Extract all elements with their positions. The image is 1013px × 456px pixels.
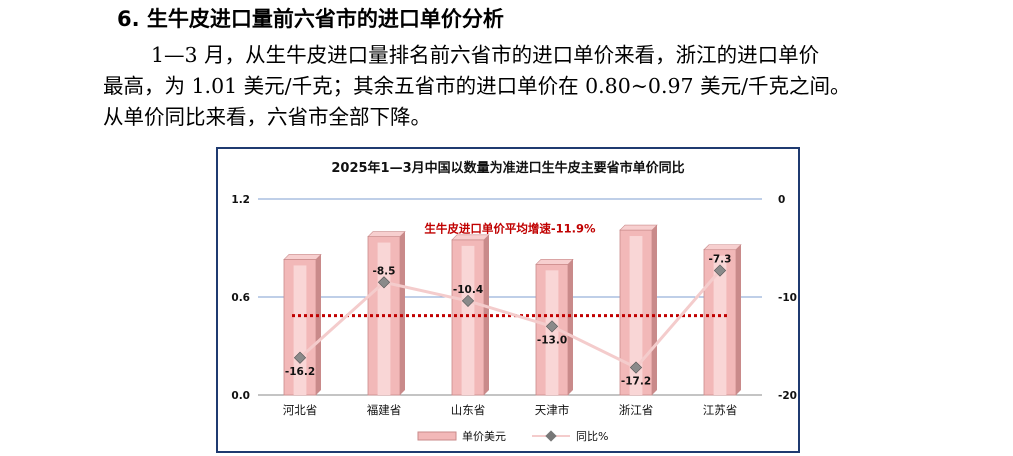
grid-layer — [258, 198, 762, 396]
bar-highlight — [461, 245, 475, 395]
yoy-data-label: -17.2 — [621, 376, 651, 388]
legend-line-label: 同比% — [576, 430, 608, 443]
paragraph-line: 最高，为 1.01 美元/千克；其余五省市的进口单价在 0.80~0.97 美元… — [103, 74, 851, 98]
average-line-label: 生牛皮进口单价平均增速-11.9% — [424, 221, 596, 235]
yoy-marker — [293, 351, 307, 364]
bar-top — [703, 244, 742, 250]
line-layer: -16.2 -8.5 -10.4 -13.0 -17.2 -7.3 — [285, 254, 732, 388]
bar-top — [283, 254, 322, 260]
bar-top — [535, 259, 574, 265]
legend-bar-label: 单价美元 — [462, 430, 506, 443]
yoy-data-label: -7.3 — [709, 254, 732, 266]
x-tick-label: 天津市 — [535, 403, 570, 417]
bar-top — [451, 234, 490, 241]
bar-side — [652, 225, 657, 395]
bar-top — [367, 231, 406, 237]
bar-side — [568, 259, 573, 395]
chart-canvas: 2025年1—3月中国以数量为准进口生牛皮主要省市单价同比 生牛皮进口单价平均增… — [216, 147, 800, 453]
x-tick-label: 河北省 — [283, 403, 318, 417]
y-right-tick-label: 0 — [778, 194, 785, 206]
y-right-tick-label: -20 — [778, 390, 797, 402]
y-right-tick-label: -10 — [778, 292, 797, 304]
bar-highlight — [713, 255, 727, 395]
analysis-paragraph: 1—3 月，从生牛皮进口量排名前六省市的进口单价来看，浙江的进口单价 最高，为 … — [103, 40, 933, 133]
paragraph-line: 1—3 月，从生牛皮进口量排名前六省市的进口单价来看，浙江的进口单价 — [151, 43, 820, 67]
yoy-marker — [461, 294, 475, 308]
bar-side — [316, 254, 321, 395]
x-tick-label: 福建省 — [367, 403, 402, 417]
bar-highlight — [293, 265, 307, 395]
yoy-data-label: -10.4 — [453, 284, 483, 296]
y-left-tick-label: 0.0 — [231, 390, 250, 402]
legend-bar-swatch — [417, 431, 457, 441]
x-tick-label: 山东省 — [451, 403, 486, 417]
legend: 单价美元 同比% — [417, 430, 608, 443]
y-left-tick-label: 0.6 — [231, 292, 250, 304]
paragraph-line: 从单价同比来看，六省市全部下降。 — [103, 105, 431, 129]
bar-side — [736, 244, 741, 395]
legend-line-marker — [545, 430, 557, 442]
unit-price-chart: 2025年1—3月中国以数量为准进口生牛皮主要省市单价同比 生牛皮进口单价平均增… — [216, 147, 800, 453]
chart-title: 2025年1—3月中国以数量为准进口生牛皮主要省市单价同比 — [331, 160, 684, 176]
yoy-data-label: -16.2 — [285, 366, 315, 378]
x-tick-label: 江苏省 — [703, 403, 738, 417]
x-tick-label: 浙江省 — [619, 403, 654, 417]
yoy-marker — [713, 264, 727, 277]
yoy-marker — [629, 361, 643, 374]
yoy-marker — [377, 276, 391, 289]
yoy-line — [298, 269, 722, 370]
bar-top — [619, 224, 658, 231]
yoy-marker — [545, 320, 559, 333]
bar-highlight — [545, 270, 559, 395]
bar-side — [400, 231, 405, 395]
y-left-tick-label: 1.2 — [231, 194, 250, 206]
axis-layer: 0.0 0.6 1.2 0 -10 -20 河北省 福建省 山东省 天津市 浙江省 江苏省 — [231, 194, 797, 417]
section-heading: 6. 生牛皮进口量前六省市的进口单价分析 — [117, 7, 504, 31]
yoy-data-label: -13.0 — [537, 334, 567, 346]
yoy-data-label: -8.5 — [373, 265, 396, 277]
